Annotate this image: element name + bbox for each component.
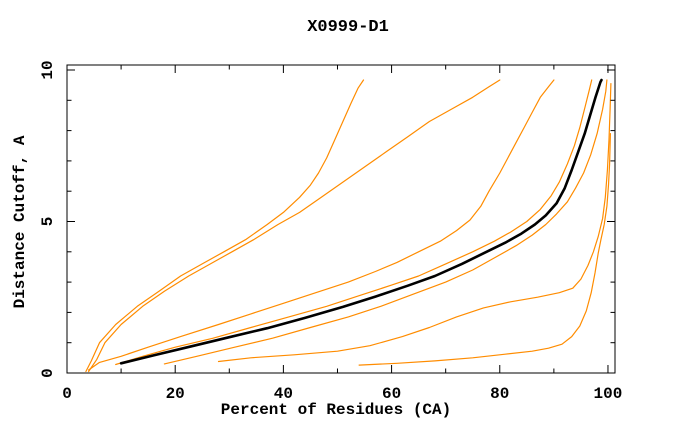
y-axis-label: Distance Cutoff, A bbox=[11, 135, 29, 308]
plot-title: X0999-D1 bbox=[307, 18, 389, 37]
x-tick-label: 20 bbox=[166, 385, 185, 403]
orange-curve-7 bbox=[358, 133, 612, 366]
orange-curve-5 bbox=[163, 79, 608, 365]
y-tick-label: 10 bbox=[39, 60, 57, 79]
orange-curve-4 bbox=[115, 79, 593, 366]
orange-curve-6 bbox=[217, 82, 612, 363]
x-tick-label: 80 bbox=[490, 385, 509, 403]
orange-curve-3 bbox=[87, 79, 555, 371]
model-curves bbox=[85, 78, 612, 373]
orange-curve-1 bbox=[85, 79, 365, 373]
plot-box bbox=[66, 64, 616, 374]
y-tick-label: 5 bbox=[39, 217, 57, 227]
y-tick-label: 0 bbox=[39, 368, 57, 378]
axis-ticks bbox=[66, 65, 615, 374]
x-tick-label: 60 bbox=[382, 385, 401, 403]
black-curve bbox=[119, 78, 603, 365]
x-tick-label: 40 bbox=[274, 385, 293, 403]
x-axis-label: Percent of Residues (CA) bbox=[221, 401, 451, 419]
tick-labels: 0 20 40 60 80 100 0 5 10 bbox=[39, 60, 622, 403]
x-tick-label: 100 bbox=[594, 385, 623, 403]
x-tick-label: 0 bbox=[62, 385, 72, 403]
orange-curve-2 bbox=[87, 79, 501, 373]
